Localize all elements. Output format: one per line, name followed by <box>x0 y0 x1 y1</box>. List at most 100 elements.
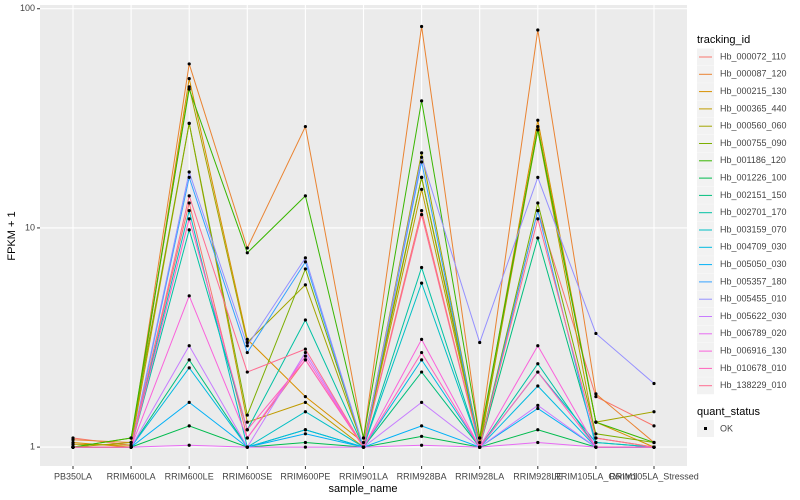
data-point <box>187 175 191 180</box>
data-point <box>129 440 133 445</box>
data-point <box>303 260 307 264</box>
legend-label: Hb_010678_010 <box>720 363 787 373</box>
data-point <box>536 370 540 374</box>
data-point <box>187 217 191 221</box>
data-point <box>536 128 540 132</box>
data-point <box>420 187 424 191</box>
data-point <box>420 99 424 103</box>
data-point <box>187 194 191 198</box>
data-point <box>536 118 540 122</box>
data-point <box>420 151 424 155</box>
data-point <box>187 344 191 348</box>
legend-label: Hb_002701_170 <box>720 207 787 217</box>
legend-label: Hb_000560_060 <box>720 121 787 131</box>
data-point <box>187 294 191 298</box>
legend-label: Hb_000365_440 <box>720 103 787 113</box>
data-point <box>303 410 307 414</box>
data-point <box>303 400 307 404</box>
data-point <box>536 384 540 388</box>
data-point <box>420 400 424 404</box>
data-point <box>129 436 133 440</box>
data-point <box>652 440 656 445</box>
data-point <box>187 170 191 174</box>
data-point <box>420 350 424 355</box>
data-point <box>594 392 598 396</box>
data-point <box>420 281 424 285</box>
data-point <box>594 432 598 436</box>
legend-label: Hb_138229_010 <box>720 380 787 390</box>
data-point <box>187 121 191 125</box>
data-point <box>303 428 307 432</box>
x-tick-label: RRIM600LA <box>107 471 156 481</box>
legend-label: Hb_005357_180 <box>720 276 787 286</box>
data-point <box>71 438 75 442</box>
data-point <box>245 370 249 374</box>
legend-label: Hb_004709_030 <box>720 242 787 252</box>
data-point <box>303 350 307 355</box>
data-point <box>187 77 191 81</box>
data-point <box>245 246 249 250</box>
legend-label: Hb_000072_110 <box>720 51 786 61</box>
data-point <box>536 344 540 348</box>
data-point <box>361 436 366 440</box>
x-axis-title: sample_name <box>328 483 397 495</box>
data-point <box>594 331 598 336</box>
data-point <box>361 440 366 445</box>
data-point <box>245 436 249 440</box>
x-tick-label: RRIM600PE <box>280 471 330 481</box>
data-point <box>420 337 424 342</box>
data-point <box>303 194 307 198</box>
data-point <box>420 24 424 29</box>
data-point <box>187 400 191 404</box>
data-point <box>536 406 540 411</box>
x-tick-label: RRIM928BA <box>397 471 447 481</box>
data-point <box>187 424 191 428</box>
data-point <box>303 318 307 322</box>
data-point <box>594 420 598 424</box>
data-point <box>303 283 307 287</box>
data-point <box>187 366 191 370</box>
data-point <box>478 340 482 345</box>
x-tick-label: RRIM105LA_Control <box>554 471 637 481</box>
data-point <box>303 445 307 449</box>
data-point <box>420 175 424 180</box>
x-tick-label: PB350LA <box>54 471 92 481</box>
data-point <box>187 228 191 232</box>
data-point <box>187 87 191 91</box>
data-point <box>652 445 656 449</box>
data-point <box>420 160 424 164</box>
legend-label: OK <box>720 423 733 433</box>
legend-label: Hb_005622_030 <box>720 311 787 321</box>
legend-label: Hb_005050_030 <box>720 259 787 269</box>
data-point <box>187 62 191 66</box>
legend-title: quant_status <box>697 406 760 418</box>
data-point <box>187 358 191 362</box>
data-point <box>303 358 307 362</box>
data-point <box>245 344 249 348</box>
y-tick-label: 10 <box>25 222 35 232</box>
data-point <box>594 436 598 440</box>
data-point <box>245 420 249 424</box>
data-point <box>187 208 191 213</box>
data-point <box>420 155 424 159</box>
data-point <box>71 445 75 449</box>
data-point <box>652 424 656 428</box>
legend-label: Hb_005455_010 <box>720 294 787 304</box>
data-point <box>303 432 307 436</box>
data-point <box>303 440 307 445</box>
data-point <box>594 394 598 399</box>
legend-label: Hb_002151_150 <box>720 190 787 200</box>
x-tick-label: RRIM600SE <box>222 471 272 481</box>
data-point <box>536 440 540 445</box>
x-tick-label: RRIM928LE <box>513 471 562 481</box>
legend-point <box>704 427 707 430</box>
data-point <box>187 443 191 447</box>
data-point <box>245 337 249 342</box>
x-tick-label: RRIM928LA <box>455 471 504 481</box>
data-point <box>303 347 307 351</box>
data-point <box>536 28 540 32</box>
data-point <box>245 350 249 355</box>
y-axis-title: FPKM + 1 <box>6 211 18 260</box>
